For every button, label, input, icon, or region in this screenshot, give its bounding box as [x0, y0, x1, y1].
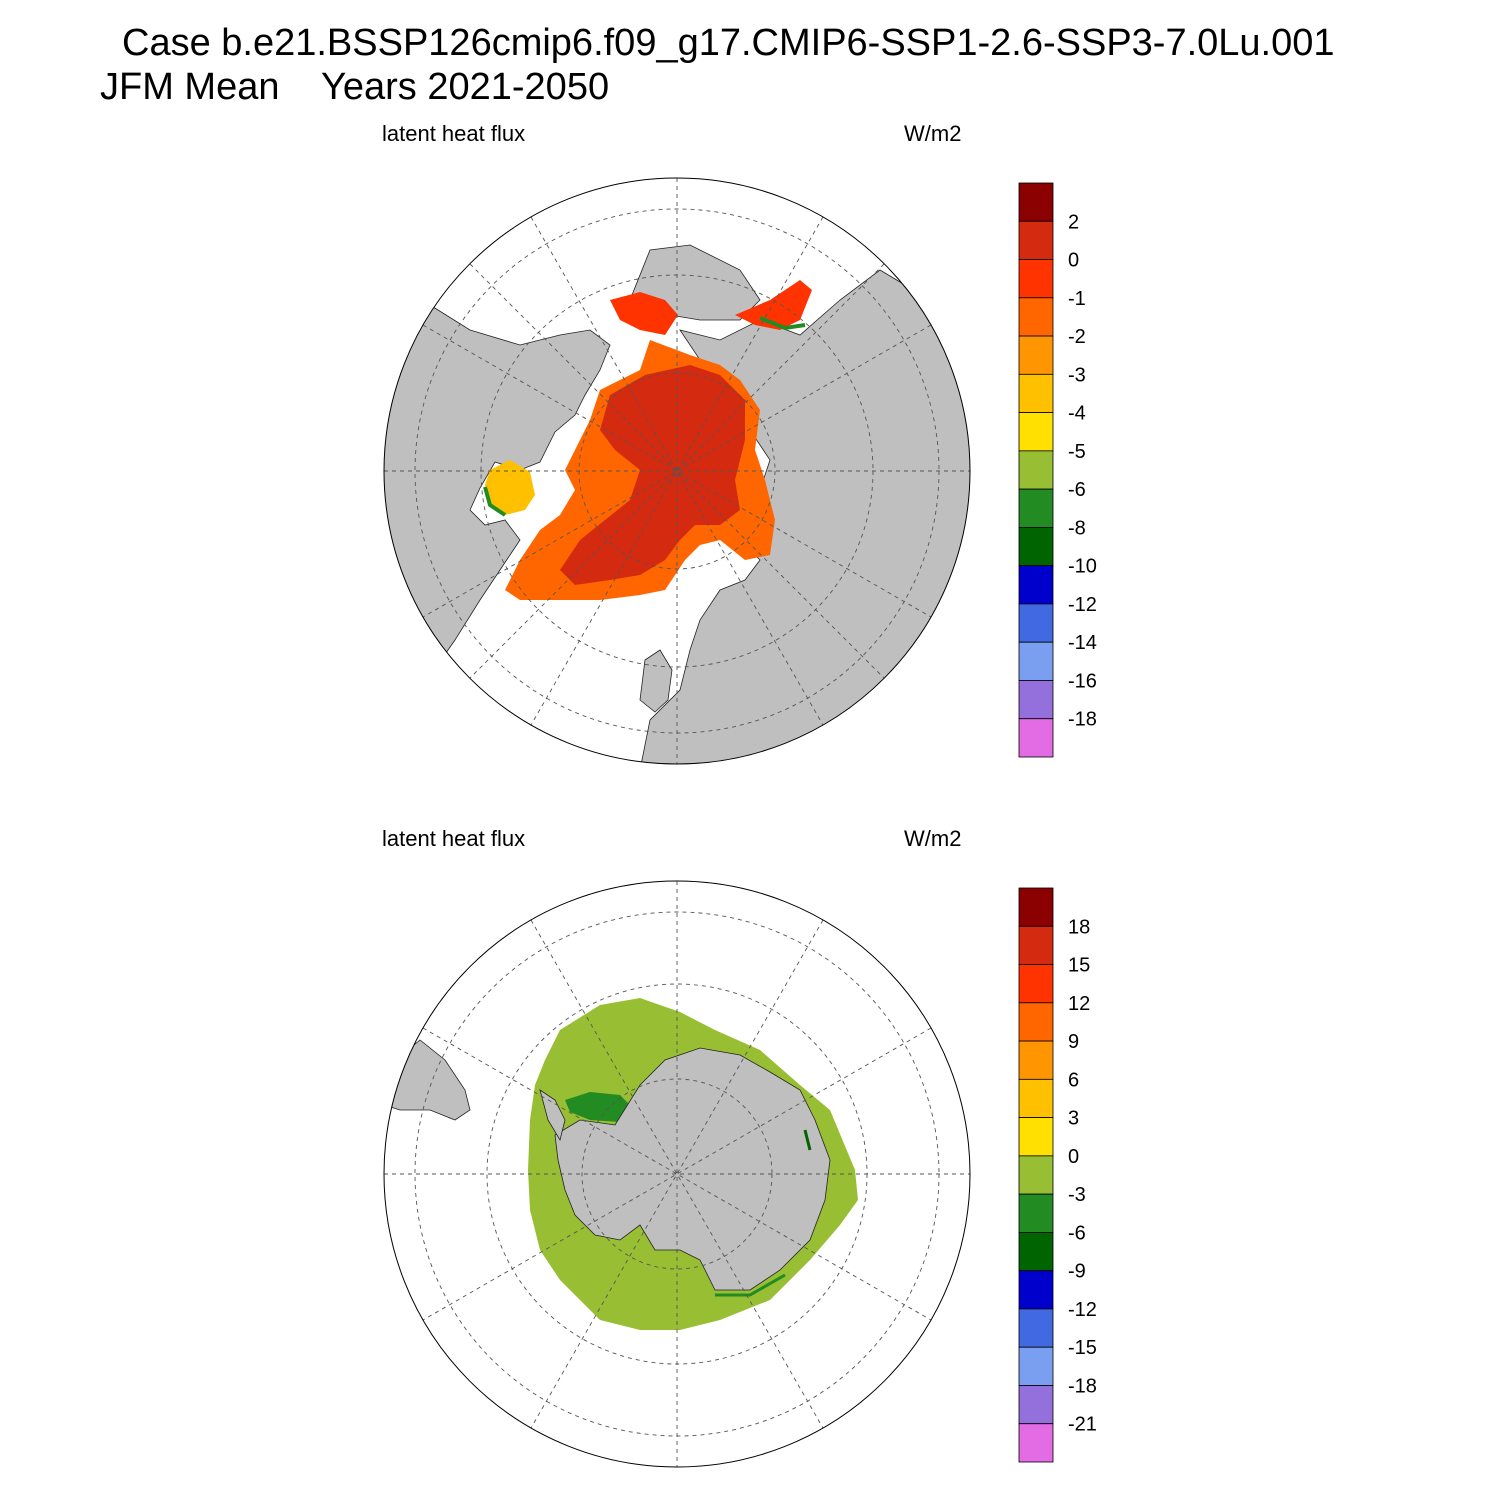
north-colorbar-swatch — [1018, 641, 1054, 681]
north-colorbar-label: -5 — [1068, 441, 1086, 463]
north-flux-bering-sea — [610, 292, 678, 335]
south-colorbar-label: 15 — [1068, 955, 1090, 977]
south-colorbar: 18 15 12 9 6 3 0 -3 -6 -9 -12 -15 -18 -21 — [1018, 887, 1097, 1463]
south-colorbar-swatch — [1018, 1040, 1054, 1080]
north-colorbar-swatch — [1018, 450, 1054, 490]
north-colorbar-swatch — [1018, 718, 1054, 758]
south-colorbar-label: 3 — [1068, 1108, 1079, 1130]
south-colorbar-label: -18 — [1068, 1375, 1097, 1397]
south-flux-coastal-band-2 — [803, 1129, 812, 1151]
north-colorbar-swatch — [1018, 527, 1054, 567]
north-colorbar-swatch — [1018, 565, 1054, 605]
north-colorbar-label: -18 — [1068, 709, 1097, 731]
north-colorbar-swatch — [1018, 373, 1054, 414]
north-variable-label: latent heat flux — [382, 121, 526, 146]
south-colorbar-label: 6 — [1068, 1069, 1079, 1091]
north-flux-hudson-bay — [485, 460, 535, 515]
north-colorbar-label: -2 — [1068, 326, 1086, 348]
south-colorbar-swatch — [1018, 964, 1054, 1004]
north-colorbar-label: -1 — [1068, 288, 1086, 310]
north-colorbar-label: -8 — [1068, 517, 1086, 539]
south-colorbar-label: -6 — [1068, 1222, 1086, 1244]
south-flux-coastal-band — [715, 1273, 786, 1297]
south-colorbar-label: 9 — [1068, 1031, 1079, 1053]
south-colorbar-label: -3 — [1068, 1184, 1086, 1206]
north-map-border — [383, 177, 971, 765]
south-land-antarctic-peninsula — [539, 1089, 566, 1142]
south-colorbar-swatch — [1018, 1423, 1054, 1463]
south-colorbar-label: -15 — [1068, 1337, 1097, 1359]
south-colorbar-label: -9 — [1068, 1261, 1086, 1283]
north-colorbar-swatch — [1018, 335, 1054, 375]
north-flux-okhotsk — [735, 280, 812, 330]
north-polar-map — [383, 177, 971, 765]
north-graticule — [384, 178, 970, 764]
north-colorbar-label: -10 — [1068, 556, 1097, 578]
south-colorbar-swatch — [1018, 1193, 1054, 1233]
north-colorbar-label: -14 — [1068, 632, 1097, 654]
south-variable-label: latent heat flux — [382, 826, 526, 851]
south-colorbar-swatch — [1018, 1385, 1054, 1425]
north-colorbar-swatch — [1018, 297, 1054, 337]
south-colorbar-swatch — [1018, 1346, 1054, 1386]
south-colorbar-label: -21 — [1068, 1414, 1097, 1436]
south-colorbar-swatch — [1018, 1270, 1054, 1310]
south-land-antarctica — [554, 1047, 831, 1291]
north-colorbar-swatch — [1018, 412, 1054, 452]
north-colorbar-label: -6 — [1068, 479, 1086, 501]
south-units-label: W/m2 — [904, 826, 962, 851]
south-colorbar-swatch — [1018, 1078, 1054, 1119]
south-colorbar-label: 12 — [1068, 993, 1090, 1015]
north-colorbar-label: -12 — [1068, 594, 1097, 616]
south-colorbar-swatch — [1018, 925, 1054, 965]
north-colorbar-label: -4 — [1068, 403, 1086, 425]
north-flux-central-arctic — [560, 365, 745, 585]
north-colorbar-label: 0 — [1068, 250, 1079, 272]
south-colorbar-label: -12 — [1068, 1299, 1097, 1321]
south-graticule — [384, 881, 970, 1467]
north-colorbar-swatch — [1018, 488, 1054, 528]
north-colorbar-label: -3 — [1068, 364, 1086, 386]
north-colorbar-swatch — [1018, 259, 1054, 299]
north-flux-okhotsk-edge — [759, 316, 806, 331]
north-colorbar-label: 2 — [1068, 211, 1079, 233]
figure-title-case: Case b.e21.BSSP126cmip6.f09_g17.CMIP6-SS… — [122, 22, 1335, 64]
north-colorbar-swatch — [1018, 603, 1054, 643]
north-colorbar-swatch — [1018, 220, 1054, 260]
south-flux-weddell-dark — [565, 1092, 635, 1122]
south-colorbar-swatch — [1018, 1117, 1054, 1157]
south-colorbar-swatch — [1018, 887, 1054, 927]
north-colorbar-label: -16 — [1068, 670, 1097, 692]
north-colorbar-swatch — [1018, 182, 1054, 222]
north-units-label: W/m2 — [904, 121, 962, 146]
south-colorbar-swatch — [1018, 1155, 1054, 1195]
south-polar-map — [383, 880, 971, 1468]
north-flux-hudson-edge — [483, 486, 507, 517]
south-colorbar-swatch — [1018, 1308, 1054, 1348]
south-colorbar-swatch — [1018, 1232, 1054, 1272]
north-colorbar: 2 0 -1 -2 -3 -4 -5 -6 -8 -10 -12 -14 -16 -18 — [1018, 182, 1097, 758]
south-colorbar-label: 0 — [1068, 1146, 1079, 1168]
south-map-border — [383, 880, 971, 1468]
south-colorbar-swatch — [1018, 1002, 1054, 1042]
north-colorbar-swatch — [1018, 680, 1054, 720]
south-colorbar-label: 18 — [1068, 916, 1090, 938]
north-land-eurasia — [639, 269, 970, 764]
north-land-uk — [639, 649, 673, 713]
figure-title-season: JFM Mean Years 2021-2050 — [100, 66, 610, 108]
